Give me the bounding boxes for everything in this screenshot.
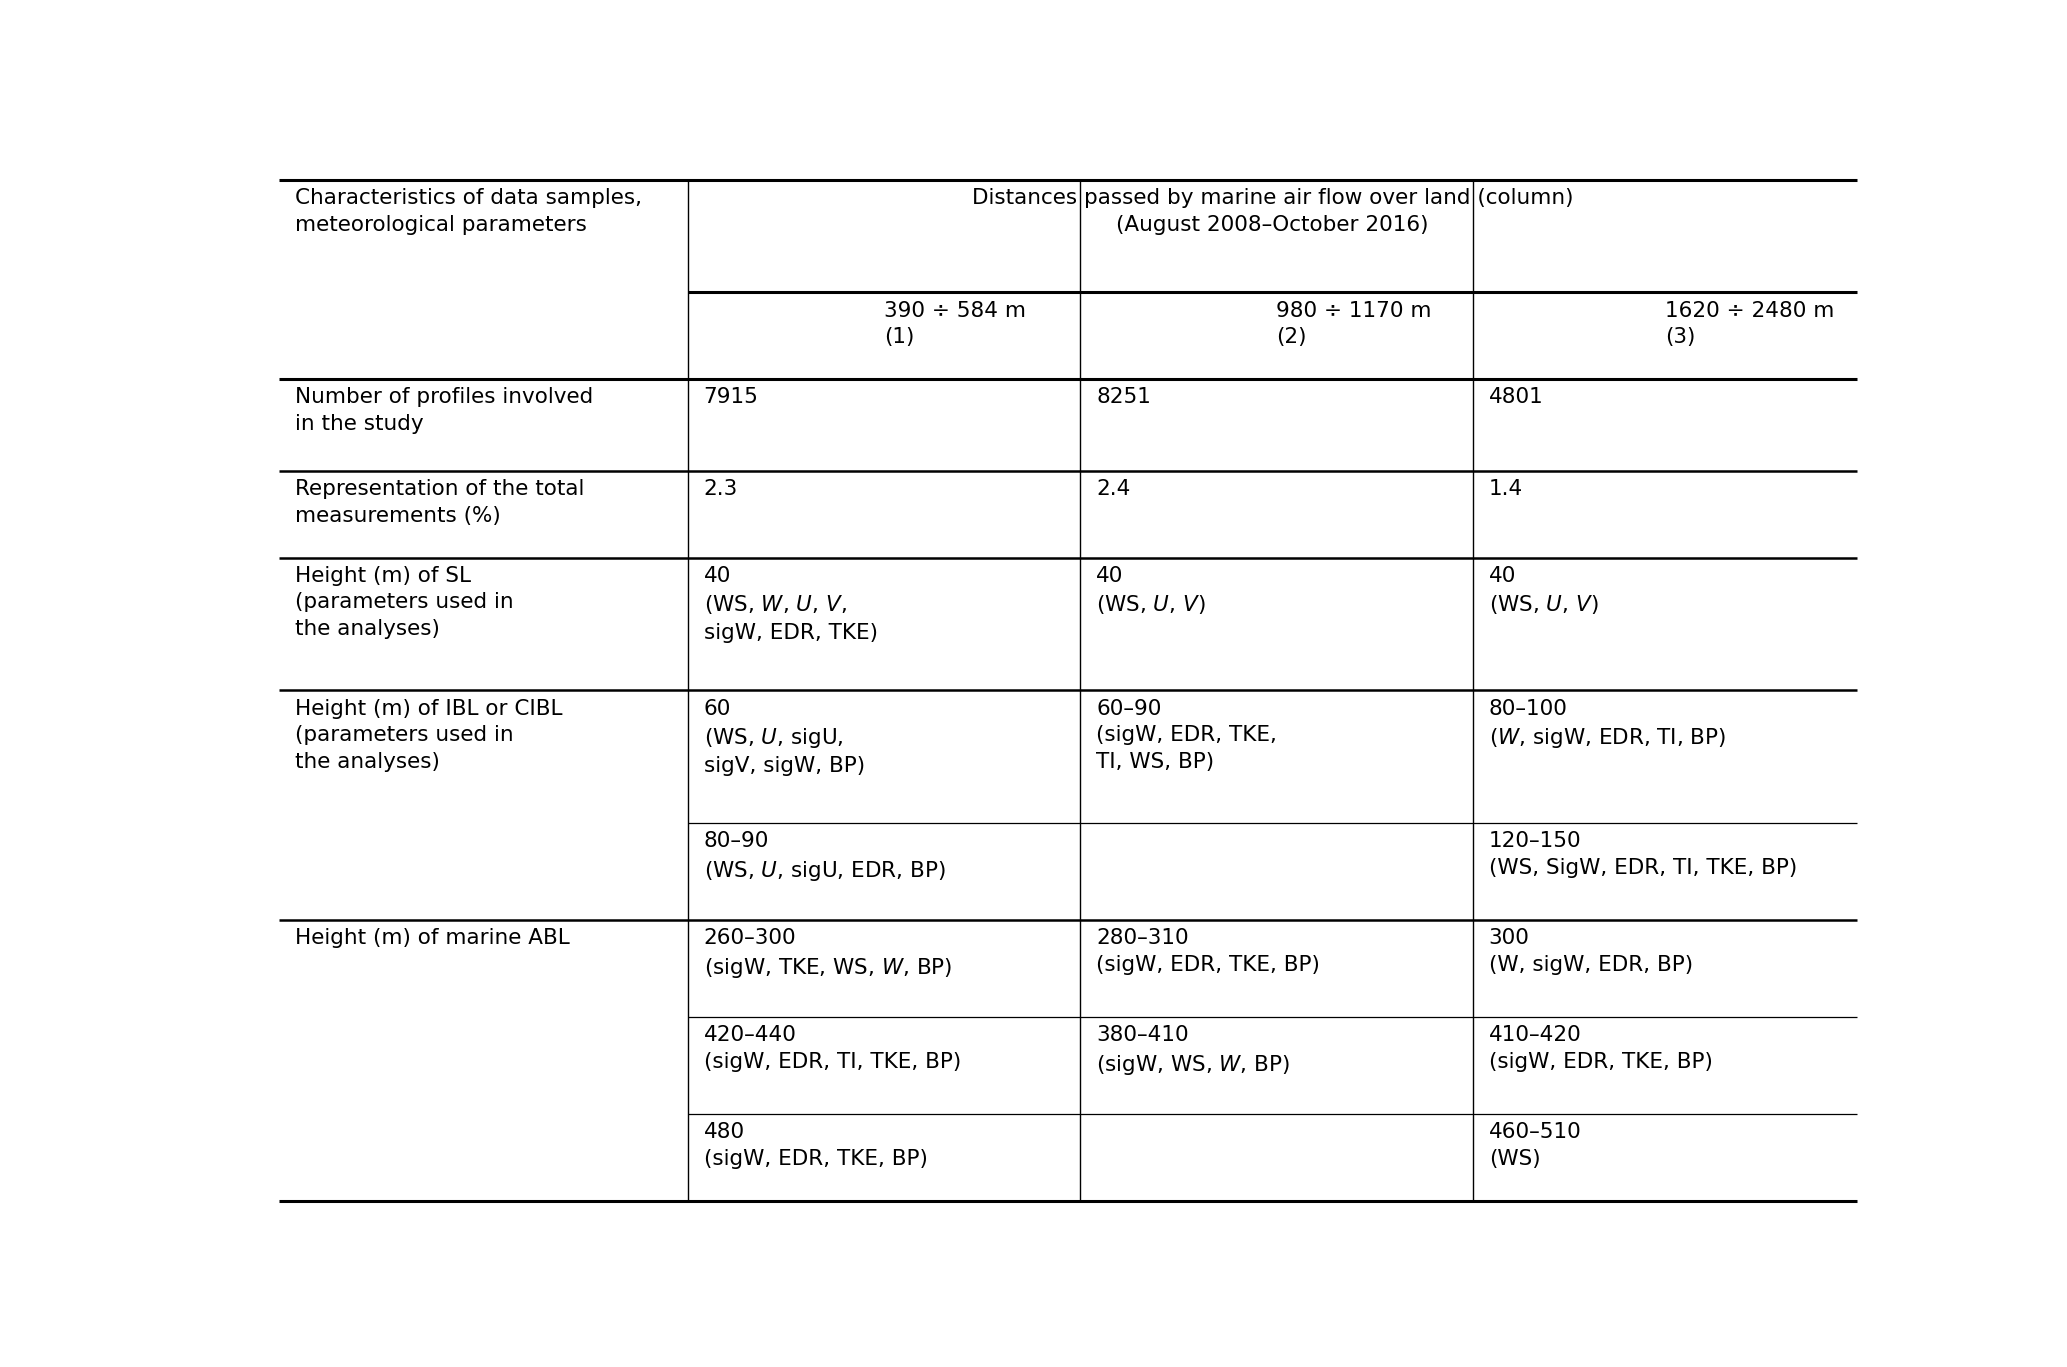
Text: 80–90
(WS, $U$, sigU, EDR, BP): 80–90 (WS, $U$, sigU, EDR, BP) — [703, 831, 945, 883]
Text: 480
(sigW, EDR, TKE, BP): 480 (sigW, EDR, TKE, BP) — [703, 1122, 928, 1169]
Text: 80–100
($W$, sigW, EDR, TI, BP): 80–100 ($W$, sigW, EDR, TI, BP) — [1488, 699, 1726, 750]
Text: 40
(WS, $U$, $V$): 40 (WS, $U$, $V$) — [1488, 566, 1598, 617]
Text: 390 ÷ 584 m
(1): 390 ÷ 584 m (1) — [885, 301, 1025, 347]
Text: 40
(WS, $W$, $U$, $V$,
sigW, EDR, TKE): 40 (WS, $W$, $U$, $V$, sigW, EDR, TKE) — [703, 566, 878, 642]
Text: 420–440
(sigW, EDR, TI, TKE, BP): 420–440 (sigW, EDR, TI, TKE, BP) — [703, 1025, 961, 1072]
Text: 410–420
(sigW, EDR, TKE, BP): 410–420 (sigW, EDR, TKE, BP) — [1488, 1025, 1714, 1072]
Text: 60
(WS, $U$, sigU,
sigV, sigW, BP): 60 (WS, $U$, sigU, sigV, sigW, BP) — [703, 699, 864, 776]
Text: 2.3: 2.3 — [703, 480, 738, 499]
Text: Representation of the total
measurements (%): Representation of the total measurements… — [296, 480, 585, 526]
Text: 120–150
(WS, SigW, EDR, TI, TKE, BP): 120–150 (WS, SigW, EDR, TI, TKE, BP) — [1488, 831, 1796, 878]
Text: 260–300
(sigW, TKE, WS, $W$, BP): 260–300 (sigW, TKE, WS, $W$, BP) — [703, 928, 953, 980]
Text: 40
(WS, $U$, $V$): 40 (WS, $U$, $V$) — [1096, 566, 1205, 617]
Text: 2.4: 2.4 — [1096, 480, 1131, 499]
Text: 7915: 7915 — [703, 387, 759, 407]
Text: 1.4: 1.4 — [1488, 480, 1523, 499]
Text: 1620 ÷ 2480 m
(3): 1620 ÷ 2480 m (3) — [1664, 301, 1833, 347]
Text: Height (m) of SL
(parameters used in
the analyses): Height (m) of SL (parameters used in the… — [296, 566, 515, 638]
Text: 380–410
(sigW, WS, $W$, BP): 380–410 (sigW, WS, $W$, BP) — [1096, 1025, 1290, 1077]
Text: 8251: 8251 — [1096, 387, 1151, 407]
Text: 300
(W, sigW, EDR, BP): 300 (W, sigW, EDR, BP) — [1488, 928, 1693, 975]
Text: Characteristics of data samples,
meteorological parameters: Characteristics of data samples, meteoro… — [296, 189, 643, 235]
Text: 460–510
(WS): 460–510 (WS) — [1488, 1122, 1581, 1169]
Text: 60–90
(sigW, EDR, TKE,
TI, WS, BP): 60–90 (sigW, EDR, TKE, TI, WS, BP) — [1096, 699, 1277, 771]
Text: Height (m) of IBL or CIBL
(parameters used in
the analyses): Height (m) of IBL or CIBL (parameters us… — [296, 699, 562, 771]
Text: 980 ÷ 1170 m
(2): 980 ÷ 1170 m (2) — [1277, 301, 1432, 347]
Text: Height (m) of marine ABL: Height (m) of marine ABL — [296, 928, 570, 949]
Text: Distances passed by marine air flow over land (column)
(August 2008–October 2016: Distances passed by marine air flow over… — [971, 189, 1573, 235]
Text: 4801: 4801 — [1488, 387, 1544, 407]
Text: Number of profiles involved
in the study: Number of profiles involved in the study — [296, 387, 593, 433]
Text: 280–310
(sigW, EDR, TKE, BP): 280–310 (sigW, EDR, TKE, BP) — [1096, 928, 1321, 975]
